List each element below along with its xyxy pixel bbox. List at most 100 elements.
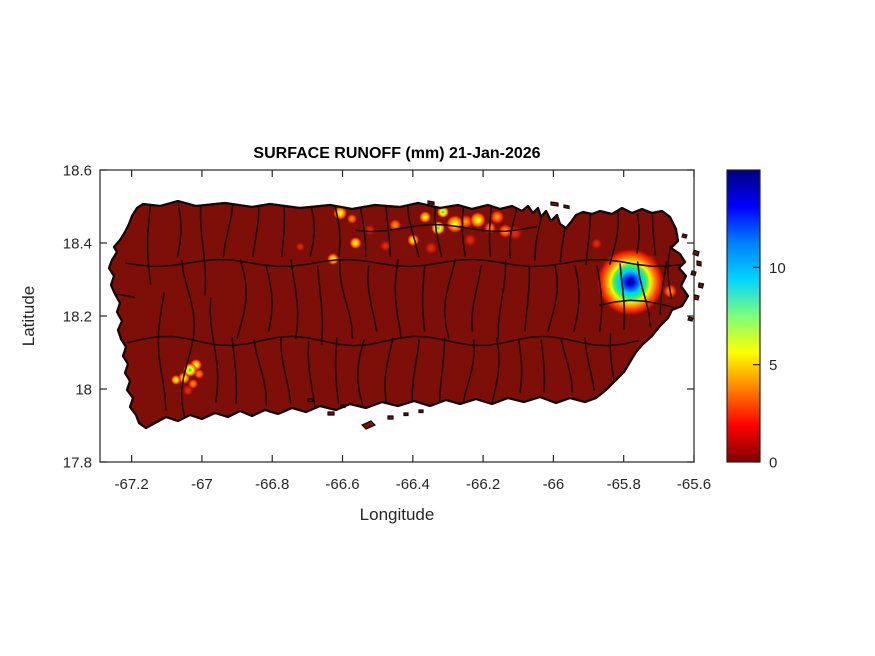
municipio-boundary-line <box>461 203 467 257</box>
municipio-boundary-line <box>125 258 682 268</box>
municipio-boundary-line <box>524 265 531 332</box>
municipio-boundary-line <box>367 265 378 332</box>
municipio-boundary-line <box>585 211 592 265</box>
municipio-boundary-line <box>619 263 626 330</box>
municipio-boundary-line <box>406 203 420 257</box>
colorbar-gradient <box>726 169 761 463</box>
x-tick-label: -65.8 <box>607 476 641 493</box>
colorbar-tick-label: 10 <box>769 260 786 277</box>
municipio-boundary-line <box>636 261 652 328</box>
municipio-boundary-line <box>231 337 238 404</box>
x-axis-ticks: -67.2 -67 -66.8 -66.6 -66.4 -66.2 -66 -65.8 -65.… <box>115 170 711 493</box>
municipio-boundary-line <box>253 339 268 406</box>
runoff-hotspot-faint <box>363 223 376 236</box>
colorbar-tick-label: 5 <box>769 357 777 374</box>
municipio-boundary-line <box>411 339 420 406</box>
municipio-boundary-line <box>421 265 426 332</box>
x-tick-label: -66.4 <box>396 476 430 493</box>
municipio-boundary-line <box>265 265 273 332</box>
municipio-boundary-line <box>488 203 493 257</box>
municipio-boundary-line <box>280 203 286 257</box>
municipio-boundary-line <box>462 339 476 406</box>
municipio-boundary-line <box>356 339 365 406</box>
runoff-hotspot-med <box>419 211 432 224</box>
municipio-boundary-line <box>252 203 260 257</box>
municipio-boundary-line <box>636 213 640 254</box>
municipio-boundary-line <box>471 265 482 332</box>
municipio-boundary-line <box>573 265 580 332</box>
municipio-boundary-line <box>596 265 603 332</box>
municipal-boundaries <box>109 203 688 417</box>
municipio-boundary-line <box>599 299 688 311</box>
offshore-islets <box>307 200 705 430</box>
runoff-hotspot-faint <box>590 237 603 250</box>
runoff-hotspot-low <box>490 210 505 225</box>
x-axis-label: Longitude <box>360 505 435 524</box>
runoff-hotspot-faint <box>463 233 478 248</box>
municipio-boundary-line <box>584 337 595 391</box>
y-axis-ticks: 18.6 18.4 18.2 18 17.8 <box>63 163 694 472</box>
x-tick-label: -66 <box>543 476 565 493</box>
colorbar-tick-label: 0 <box>769 455 777 472</box>
municipio-boundary-line <box>434 203 443 257</box>
municipio-boundary-line <box>316 265 324 345</box>
municipio-boundary-line <box>307 341 316 408</box>
runoff-hotspot-low <box>188 378 199 389</box>
municipio-boundary-line <box>127 335 639 347</box>
municipio-boundary-line <box>609 211 620 265</box>
municipio-boundary-line <box>359 203 367 257</box>
runoff-hotspot-faint <box>379 239 392 252</box>
municipio-boundary-line <box>517 339 523 393</box>
municipio-boundary-line <box>394 259 402 339</box>
municipio-boundary-line <box>209 297 219 403</box>
runoff-hotspot-faint <box>295 241 306 252</box>
x-tick-label: -67 <box>191 476 213 493</box>
municipio-boundary-line <box>236 259 247 339</box>
y-axis-label: Latitude <box>19 286 38 347</box>
y-tick-label: 18 <box>75 382 92 399</box>
municipio-boundary-line <box>443 259 457 339</box>
runoff-hotspot-med <box>170 374 181 385</box>
municipio-boundary-line <box>339 259 354 339</box>
municipio-boundary-line <box>355 223 537 233</box>
runoff-hotspot-high <box>431 221 446 235</box>
x-tick-label: -66.8 <box>255 476 289 493</box>
y-tick-label: 17.8 <box>63 455 92 472</box>
runoff-hotspot-med <box>349 237 362 249</box>
municipio-boundary-line <box>333 203 341 257</box>
municipio-boundary-line <box>157 292 167 411</box>
y-tick-label: 18.4 <box>63 236 92 253</box>
municipio-boundary-line <box>659 261 668 315</box>
y-tick-label: 18.6 <box>63 163 92 180</box>
colorbar-ticks: 0 5 10 <box>753 260 786 472</box>
runoff-hotspot-low <box>347 213 357 224</box>
map-layer <box>107 199 705 430</box>
municipio-boundary-line <box>309 203 316 257</box>
municipio-boundary-line <box>609 333 616 387</box>
municipio-boundary-line <box>334 337 340 404</box>
municipio-boundary-line <box>667 245 673 299</box>
municipio-boundary-line <box>491 337 500 404</box>
runoff-hotspot-med <box>469 212 486 228</box>
municipio-boundary-line <box>280 337 292 404</box>
municipio-boundary-line <box>508 205 519 259</box>
x-tick-label: -65.6 <box>677 476 711 493</box>
x-tick-label: -66.2 <box>466 476 500 493</box>
municipio-boundary-line <box>384 337 394 404</box>
municipio-boundary-line <box>109 293 135 299</box>
municipio-boundary-line <box>146 205 152 285</box>
municipio-boundary-line <box>540 339 546 393</box>
x-tick-label: -66.6 <box>325 476 359 493</box>
municipio-boundary-line <box>547 265 558 332</box>
municipio-boundary-line <box>199 203 207 296</box>
runoff-hotspot-med <box>446 215 464 233</box>
runoff-hotspot-extreme <box>596 248 665 317</box>
municipio-boundary-line <box>180 259 196 417</box>
municipio-boundary-line <box>222 203 234 257</box>
y-tick-label: 18.2 <box>63 309 92 326</box>
municipio-boundary-line <box>560 339 574 393</box>
runoff-hotspot-med <box>327 253 339 266</box>
x-tick-label: -67.2 <box>115 476 149 493</box>
